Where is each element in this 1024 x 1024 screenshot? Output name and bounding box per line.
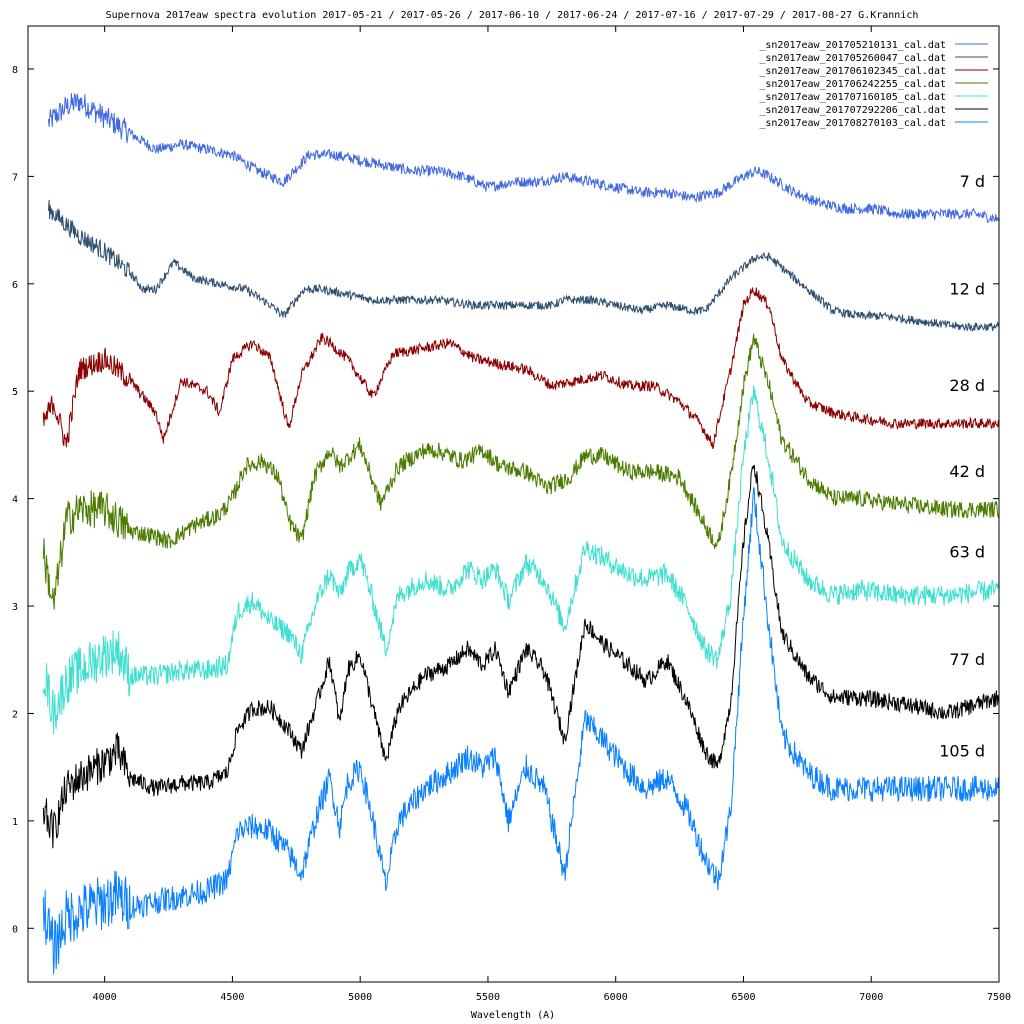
series-day-label: 42 d (949, 462, 985, 481)
series-day-label: 63 d (949, 543, 985, 562)
series-day-label: 105 d (939, 741, 985, 760)
x-tick-label: 7500 (987, 992, 1011, 1003)
y-axis: 0 1 2 3 4 5 6 7 8 (12, 65, 999, 935)
spectrum-line-2 (47, 199, 1000, 333)
spectrum-line-1 (47, 92, 1000, 223)
series-day-label: 7 d (960, 172, 985, 191)
y-tick-label: 4 (12, 495, 18, 506)
x-tick-label: 5000 (348, 992, 372, 1003)
chart-title: Supernova 2017eaw spectra evolution 2017… (106, 10, 919, 21)
legend-entry-label: _sn2017eaw_201707160105_cal.dat (759, 92, 946, 103)
y-tick-label: 8 (12, 65, 18, 76)
x-tick-label: 5500 (476, 992, 500, 1003)
legend-entry-label: _sn2017eaw_201707292206_cal.dat (759, 105, 946, 116)
legend-entry-label: _sn2017eaw_201706242255_cal.dat (759, 79, 946, 90)
x-axis: 4000 4500 5000 5500 6000 6500 7000 7500 (93, 26, 1011, 1003)
series-day-label: 77 d (949, 650, 985, 669)
legend: _sn2017eaw_201705210131_cal.dat _sn2017ea… (759, 40, 988, 129)
y-tick-label: 7 (12, 172, 18, 183)
y-tick-label: 2 (12, 709, 18, 720)
y-tick-label: 5 (12, 387, 18, 398)
x-tick-label: 7000 (859, 992, 883, 1003)
x-axis-label: Wavelength (A) (471, 1010, 555, 1021)
legend-entry-label: _sn2017eaw_201705260047_cal.dat (759, 53, 946, 64)
y-tick-label: 1 (12, 817, 18, 828)
y-tick-label: 0 (12, 924, 18, 935)
legend-entry-label: _sn2017eaw_201706102345_cal.dat (759, 66, 946, 77)
spectrum-line-5 (42, 385, 1000, 735)
series-day-label: 12 d (949, 280, 985, 299)
plot-frame (27, 25, 1000, 983)
legend-entry-label: _sn2017eaw_201708270103_cal.dat (759, 118, 946, 129)
spectrum-line-7 (42, 487, 1000, 975)
spectrum-line-6 (42, 464, 1000, 849)
spectrum-line-4 (42, 333, 1000, 610)
spectrum-line-3 (42, 287, 1000, 450)
series-day-labels: 7 d 12 d 28 d 42 d 63 d 77 d 105 d (939, 172, 985, 760)
y-tick-label: 6 (12, 280, 18, 291)
x-tick-label: 4000 (93, 992, 117, 1003)
legend-entry-label: _sn2017eaw_201705210131_cal.dat (759, 40, 946, 51)
plot-area (42, 92, 1000, 975)
y-tick-label: 3 (12, 602, 18, 613)
x-tick-label: 4500 (220, 992, 244, 1003)
x-tick-label: 6500 (731, 992, 755, 1003)
x-tick-label: 6000 (604, 992, 628, 1003)
series-day-label: 28 d (949, 376, 985, 395)
